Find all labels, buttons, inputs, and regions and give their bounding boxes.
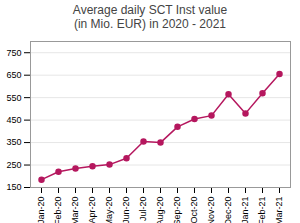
svg-text:Aug-20: Aug-20 — [155, 197, 165, 223]
svg-text:Oct-20: Oct-20 — [189, 197, 199, 223]
svg-text:250: 250 — [6, 160, 21, 170]
svg-text:Nov-20: Nov-20 — [206, 197, 216, 223]
svg-text:650: 650 — [6, 70, 21, 80]
svg-text:Feb-20: Feb-20 — [53, 197, 63, 223]
svg-text:Jun-20: Jun-20 — [121, 197, 131, 223]
svg-text:Mar-21: Mar-21 — [274, 197, 284, 223]
svg-text:550: 550 — [6, 93, 21, 103]
html-text:Average daily SCT Inst value (: Average daily SCT Inst value (in Mio. EU… — [72, 3, 228, 31]
svg-text:750: 750 — [6, 48, 21, 58]
svg-text:Sep-20: Sep-20 — [172, 197, 182, 223]
svg-text:Jan-21: Jan-21 — [240, 197, 250, 223]
svg-text:350: 350 — [6, 137, 21, 147]
svg-text:Mar-20: Mar-20 — [70, 197, 80, 223]
svg-text:Jan-20: Jan-20 — [36, 197, 46, 223]
svg-text:Feb-21: Feb-21 — [257, 197, 267, 223]
svg-text:Apr-20: Apr-20 — [87, 197, 97, 223]
svg-text:May-20: May-20 — [104, 197, 114, 223]
svg-text:Jul-20: Jul-20 — [138, 197, 148, 222]
svg-text:150: 150 — [6, 182, 21, 192]
svg-text:450: 450 — [6, 115, 21, 125]
svg-text:Dec-20: Dec-20 — [223, 197, 233, 223]
